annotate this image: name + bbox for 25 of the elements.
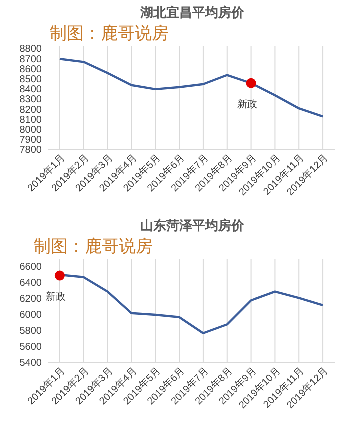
annotation: 新政: [46, 290, 66, 303]
y-tick-label: 8300: [20, 94, 42, 106]
y-tick-label: 6000: [20, 310, 42, 322]
y-tick-label: 5800: [20, 326, 42, 338]
y-tick-label: 5600: [20, 342, 42, 354]
y-tick-label: 6400: [20, 278, 42, 290]
y-tick-label: 8000: [20, 125, 42, 136]
y-tick-label: 8500: [20, 74, 42, 86]
y-tick-label: 6200: [20, 294, 42, 306]
y-tick-label: 8400: [20, 84, 42, 96]
annotation: 新政: [237, 98, 258, 110]
y-tick-label: 8800: [20, 44, 42, 56]
y-tick-label: 6600: [20, 262, 42, 274]
y-tick-label: 7800: [20, 145, 42, 156]
text: 制图：鹿哥说房: [50, 24, 169, 44]
y-tick-label: 8100: [20, 114, 42, 126]
y-tick-label: 7900: [20, 135, 42, 146]
text: 制图：鹿哥说房: [34, 237, 153, 257]
y-tick-label: 8700: [20, 54, 42, 66]
y-tick-label: 8200: [20, 104, 42, 116]
chart-title: 湖北宜昌平均房价: [140, 5, 246, 21]
line-series: [58, 58, 324, 118]
y-tick-label: 8600: [20, 64, 42, 76]
y-tick-label: 5400: [20, 358, 42, 370]
chart-title: 山东菏泽平均房价: [140, 218, 246, 234]
